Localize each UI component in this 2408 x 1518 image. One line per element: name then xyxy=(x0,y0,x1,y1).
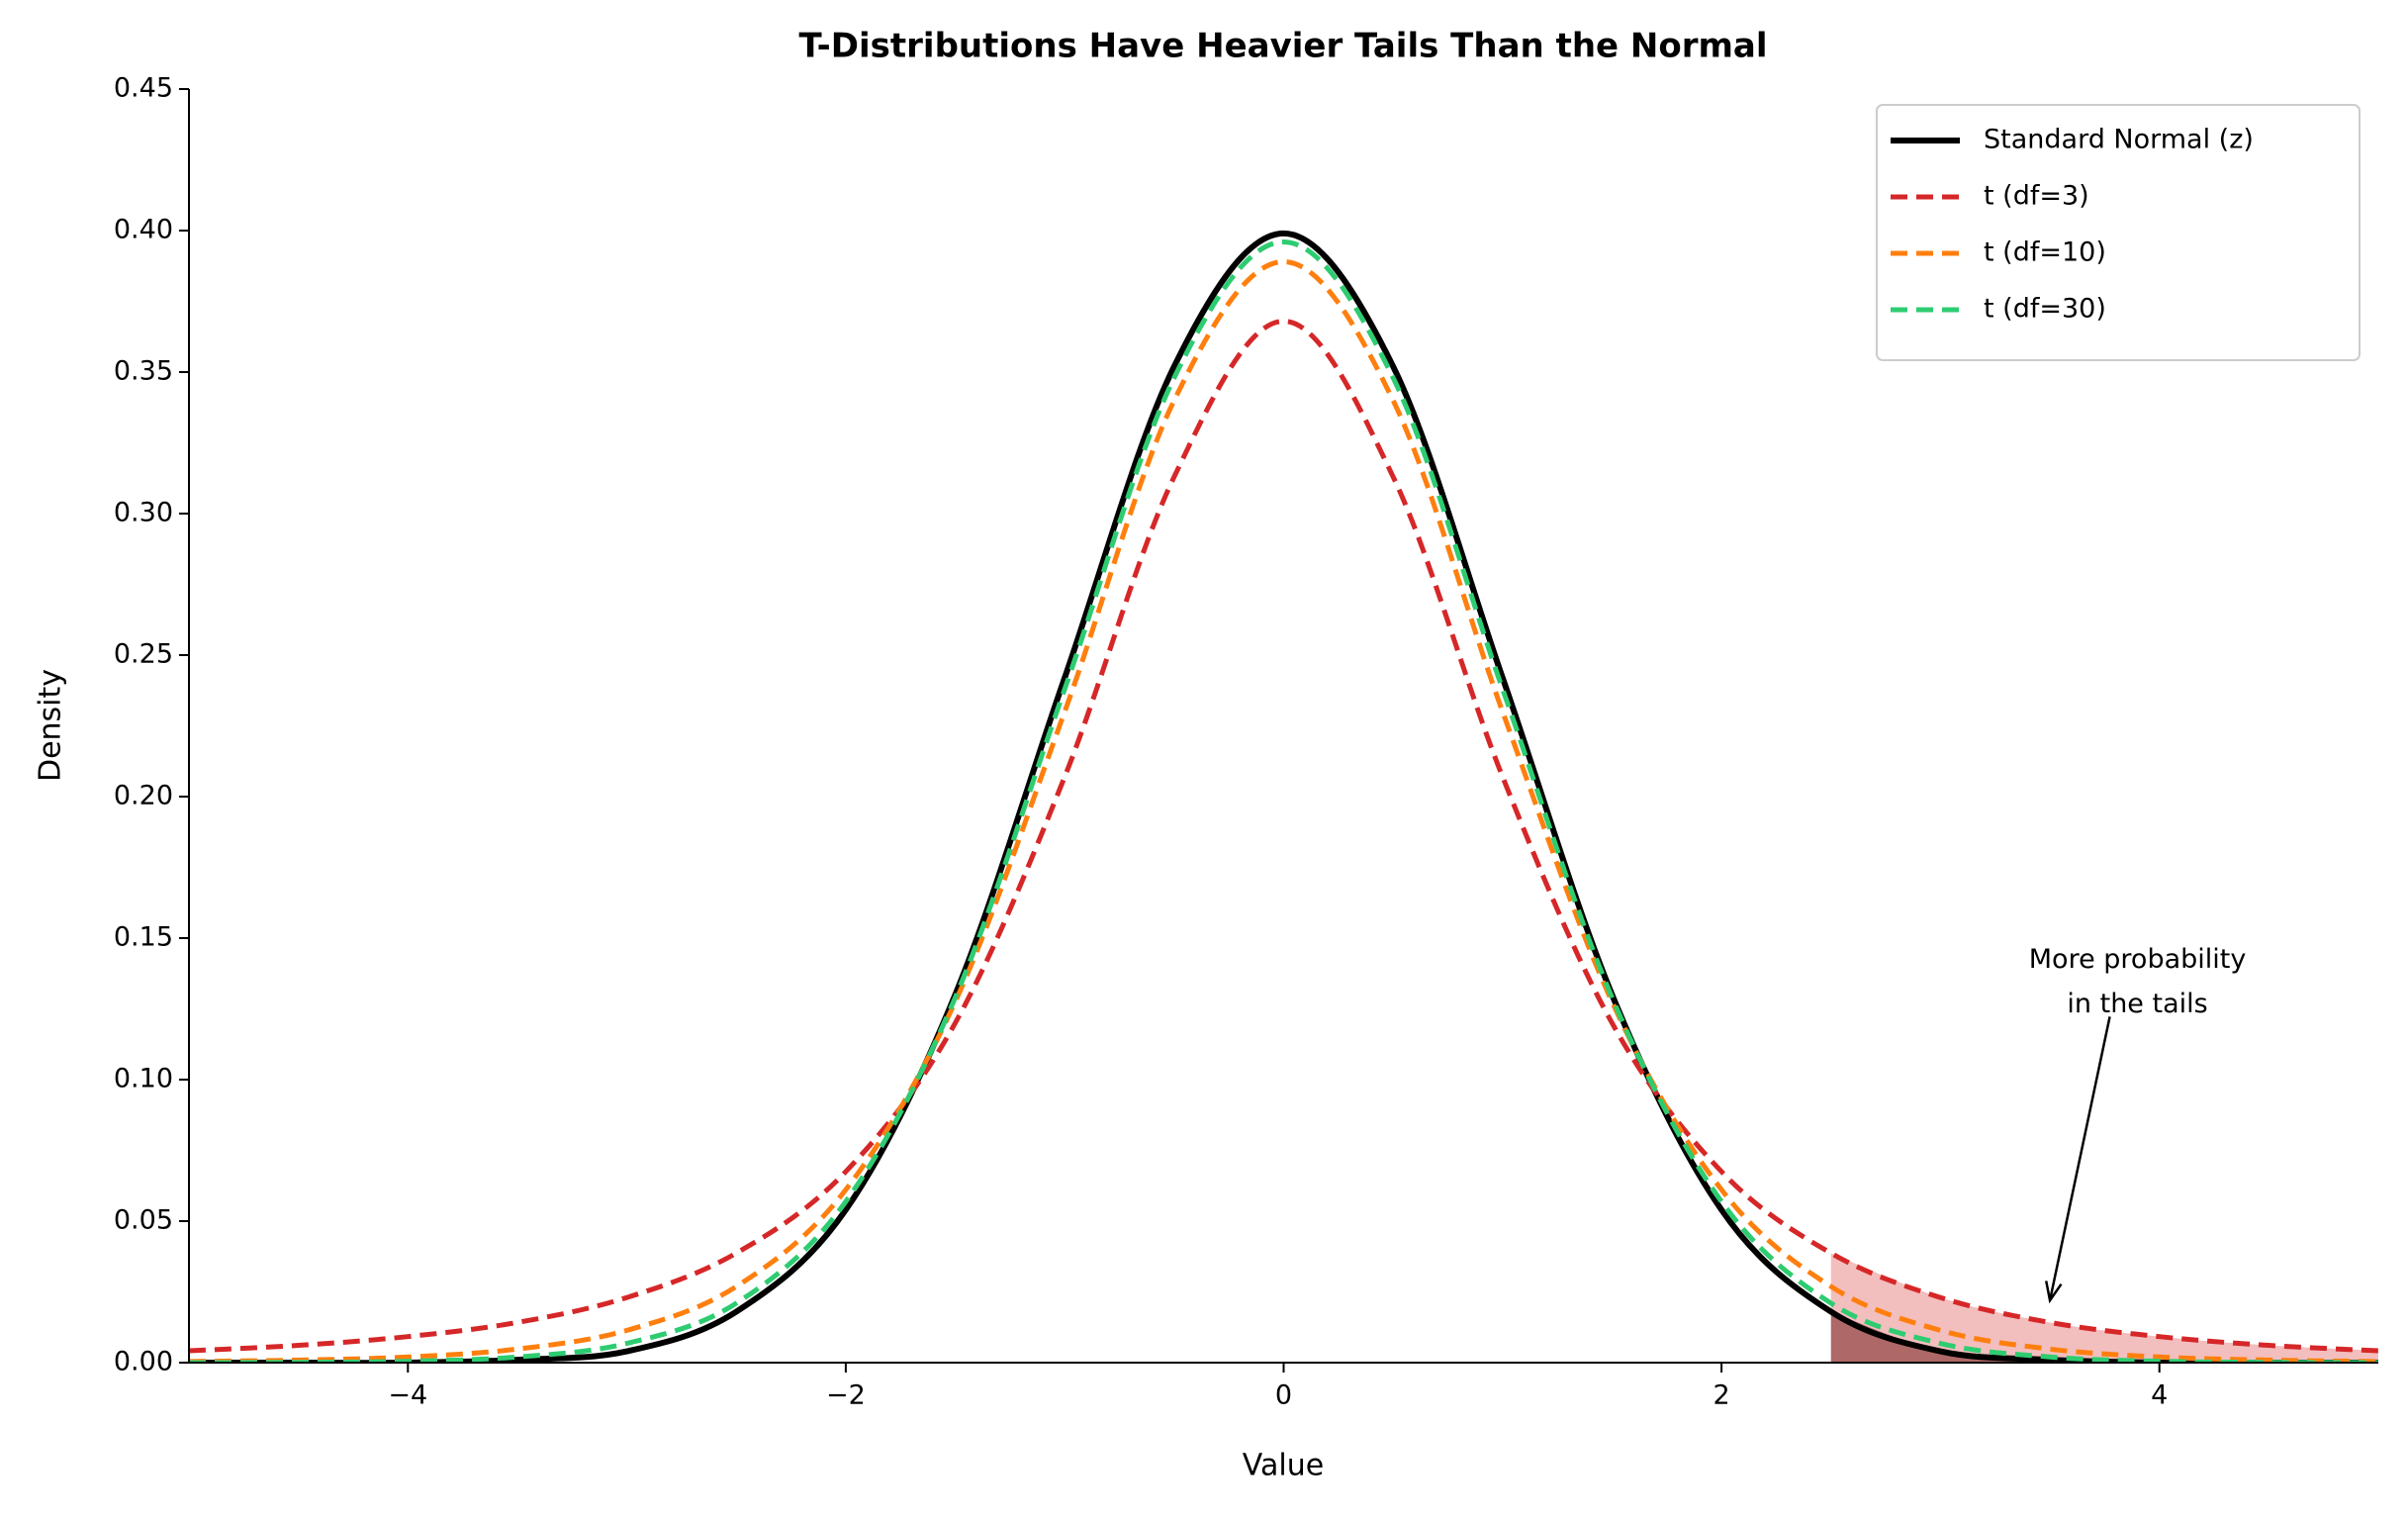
series-line xyxy=(189,258,2378,1363)
y-tick-label: 0.25 xyxy=(114,639,173,670)
y-tick-label: 0.00 xyxy=(114,1347,173,1377)
x-tick-label: 2 xyxy=(1713,1380,1730,1411)
y-tick-label: 0.15 xyxy=(114,922,173,953)
series-line xyxy=(189,319,2378,1354)
legend-label: Standard Normal (z) xyxy=(1984,125,2254,155)
x-axis-label: Value xyxy=(1243,1449,1324,1483)
legend-label: t (df=30) xyxy=(1984,294,2106,325)
series-line xyxy=(189,238,2378,1363)
y-tick-label: 0.20 xyxy=(114,781,173,811)
x-tick-label: −4 xyxy=(388,1380,427,1411)
chart-title: T-Distributions Have Heavier Tails Than … xyxy=(798,27,1767,66)
y-tick-label: 0.05 xyxy=(114,1205,173,1236)
annotation-arrowhead xyxy=(2045,1281,2063,1304)
tail-shade xyxy=(1830,1311,2378,1364)
legend-label: t (df=10) xyxy=(1984,237,2106,268)
y-tick-label: 0.45 xyxy=(114,73,173,104)
x-tick-label: −2 xyxy=(826,1380,866,1411)
series-line xyxy=(189,230,2378,1363)
legend-box xyxy=(1876,104,2361,361)
annotation-text: in the tails xyxy=(2067,989,2207,1019)
x-tick-label: 0 xyxy=(1275,1380,1292,1411)
plot-area xyxy=(189,230,2378,1363)
y-axis-label: Density xyxy=(34,669,68,782)
tail-shade xyxy=(1830,1253,2378,1363)
legend-label: t (df=3) xyxy=(1984,181,2089,212)
x-tick-label: 4 xyxy=(2151,1380,2168,1411)
y-tick-label: 0.30 xyxy=(114,498,173,528)
y-tick-label: 0.35 xyxy=(114,356,173,387)
y-tick-label: 0.10 xyxy=(114,1064,173,1094)
annotation-text: More probability xyxy=(2029,944,2247,975)
y-tick-label: 0.40 xyxy=(114,215,173,245)
annotation-arrow xyxy=(2048,1016,2111,1301)
